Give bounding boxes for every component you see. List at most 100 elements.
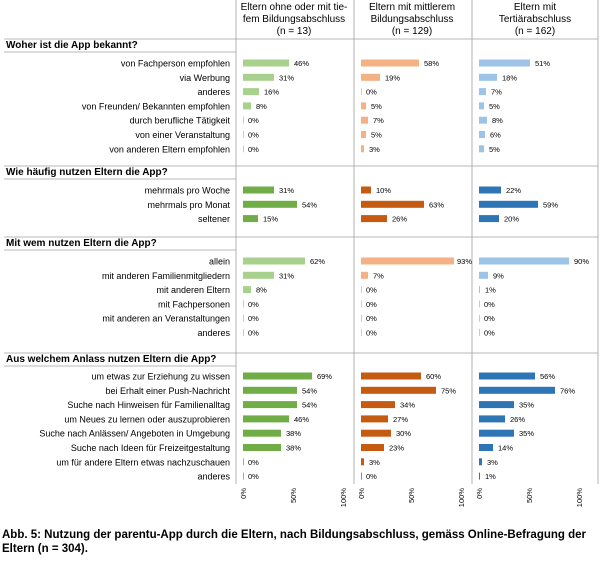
bar (243, 186, 274, 194)
bar-value-label: 3% (487, 458, 498, 467)
bar (243, 88, 259, 96)
bar (243, 215, 258, 223)
bar (479, 257, 569, 265)
bar-value-label: 51% (535, 59, 550, 68)
x-tick-label: 0% (357, 488, 366, 499)
bar (361, 88, 362, 96)
bar (361, 73, 380, 81)
bar-value-label: 9% (493, 271, 504, 280)
row-label: Suche nach Ideen für Freizeitgestaltung (71, 443, 230, 453)
bar-value-label: 31% (279, 186, 294, 195)
bar (361, 186, 371, 194)
bar (243, 271, 274, 279)
row-label: um etwas zur Erziehung zu wissen (91, 372, 230, 382)
bar (479, 372, 535, 380)
bar (479, 429, 514, 437)
bar-value-label: 0% (248, 300, 259, 309)
x-tick-label: 100% (457, 488, 466, 508)
bar (479, 415, 505, 423)
bar-value-label: 7% (373, 116, 384, 125)
group-header-1-line-3: (n = 13) (276, 26, 312, 37)
bar (243, 73, 274, 81)
row-label: um für andere Eltern etwas nachzuschauen (56, 457, 230, 467)
bar (479, 215, 499, 223)
group-header-3-line-3: (n = 162) (514, 26, 556, 37)
group-header-2-line-2: Bildungsabschluss (370, 14, 454, 25)
group-header-2-line-1: Eltern mit mittlerem (368, 2, 456, 13)
x-tick-label: 100% (575, 488, 584, 508)
row-label: allein (209, 257, 230, 267)
bar-value-label: 27% (393, 415, 408, 424)
bar (479, 145, 484, 153)
row-label: mehrmals pro Monat (147, 200, 230, 210)
bar-value-label: 18% (502, 73, 517, 82)
bar-value-label: 0% (248, 145, 259, 154)
row-label: anderes (197, 328, 230, 338)
group-header-2: Eltern mit mittlerem Bildungsabschluss (… (354, 2, 470, 38)
bar-value-label: 1% (485, 472, 496, 481)
bar-value-label: 35% (519, 401, 534, 410)
bar (243, 415, 289, 423)
bar-value-label: 0% (248, 131, 259, 140)
bar-value-label: 34% (400, 401, 415, 410)
group-header-1-line-2: fem Bildungsabschluss (242, 14, 346, 25)
row-label: von einer Veranstaltung (135, 130, 230, 140)
bar-value-label: 69% (317, 372, 332, 381)
bar-value-label: 31% (279, 73, 294, 82)
bar (361, 429, 391, 437)
bar (243, 131, 244, 138)
bar-value-label: 0% (366, 88, 377, 97)
bar (361, 215, 387, 223)
bar-value-label: 60% (426, 372, 441, 381)
row-label: um Neues zu lernen oder auszuprobieren (64, 414, 230, 424)
row-label: anderes (197, 472, 230, 482)
row-label: mit anderen Eltern (156, 285, 230, 295)
bar-value-label: 0% (366, 286, 377, 295)
bar (361, 386, 436, 394)
bar-value-label: 0% (248, 329, 259, 338)
bar (361, 444, 384, 451)
bar-value-label: 15% (263, 215, 278, 224)
bar (243, 401, 297, 409)
row-label: von Fachperson empfohlen (121, 59, 230, 69)
bar-value-label: 5% (371, 131, 382, 140)
bar-value-label: 62% (310, 257, 325, 266)
chart: Woher ist die App bekannt? von Fachperson… (4, 0, 599, 508)
bar (479, 271, 488, 279)
bar (361, 329, 362, 336)
row-label: mit anderen Familienmitgliedern (102, 271, 230, 281)
bar (243, 145, 244, 153)
bar (479, 73, 497, 81)
bar-value-label: 8% (492, 116, 503, 125)
bar-value-label: 0% (366, 329, 377, 338)
group-header-1-line-1: Eltern ohne oder mit tie- (240, 2, 348, 13)
x-tick-label: 50% (407, 488, 416, 503)
bar (479, 386, 555, 394)
bar-value-label: 5% (489, 102, 500, 111)
bar-value-label: 76% (560, 386, 575, 395)
section-title-3: Mit wem nutzen Eltern die App? (6, 238, 157, 249)
bar-value-label: 5% (489, 145, 500, 154)
bar (479, 472, 480, 480)
bar (361, 314, 362, 322)
bar-value-label: 14% (498, 444, 513, 453)
bar-value-label: 8% (256, 102, 267, 111)
bar-value-label: 7% (373, 271, 384, 280)
bar (479, 116, 487, 124)
bar (361, 286, 362, 294)
bar (243, 257, 305, 265)
bar (479, 131, 485, 138)
bar (479, 286, 480, 294)
group-header-3-line-1: Eltern mit (513, 2, 557, 13)
bar (361, 200, 424, 208)
bar (361, 415, 388, 423)
bar-value-label: 38% (286, 444, 301, 453)
row-label: von anderen Eltern empfohlen (109, 144, 230, 154)
group-header-3-line-2: Tertiärabschluss (498, 14, 572, 25)
row-label: mit anderen an Veranstaltungen (102, 314, 230, 324)
bar-value-label: 26% (392, 215, 407, 224)
bar-value-label: 90% (574, 257, 589, 266)
bar-value-label: 0% (484, 300, 495, 309)
bar (361, 116, 368, 124)
row-label: Suche nach Hinweisen für Familienalltag (67, 400, 230, 410)
